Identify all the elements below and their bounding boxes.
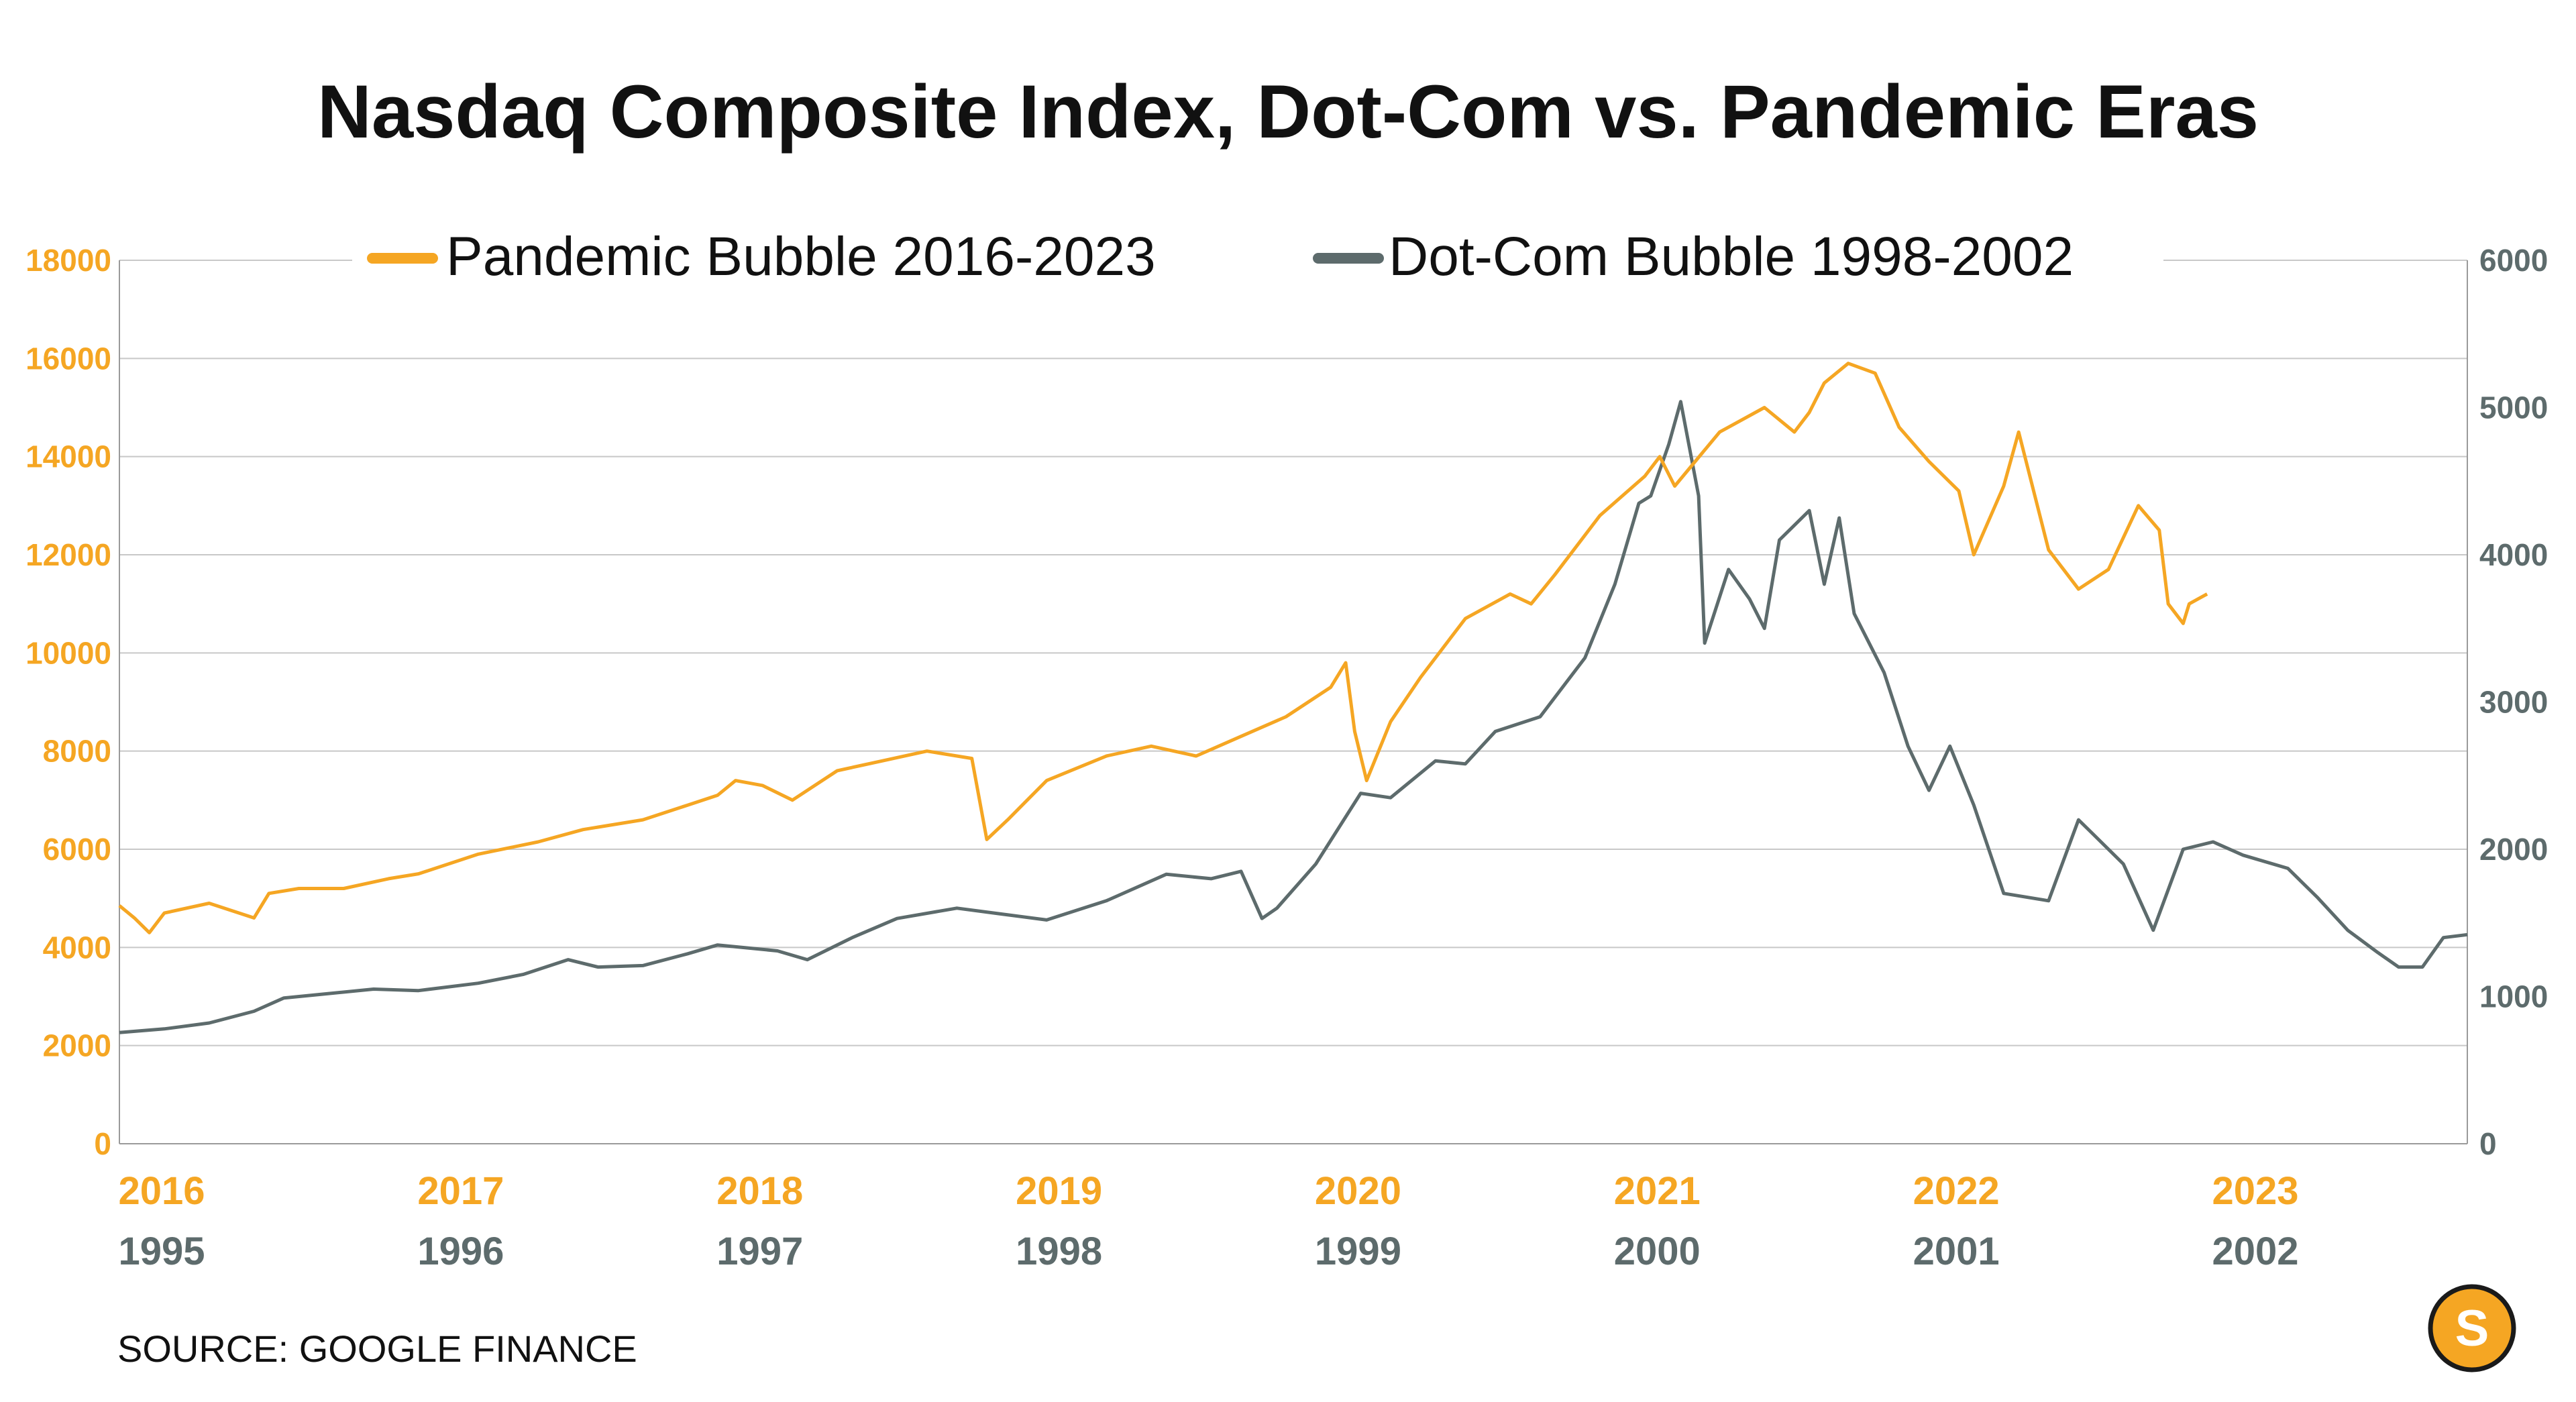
y-left-tick-label: 0: [94, 1126, 111, 1161]
logo-letter: S: [2455, 1300, 2489, 1357]
y-left-tick-label: 12000: [25, 537, 111, 572]
y-right-tick-label: 4000: [2479, 537, 2548, 572]
legend-background: [352, 228, 2163, 295]
grid-lines: [119, 260, 2468, 1144]
x-top-tick-label: 2018: [716, 1169, 803, 1213]
x-top-tick-label: 2021: [1614, 1169, 1701, 1213]
y-axis-right: 0 1000 2000 3000 4000 5000 6000: [2479, 243, 2548, 1161]
x-top-tick-label: 2016: [118, 1169, 205, 1213]
x-bottom-tick-label: 1998: [1016, 1230, 1102, 1273]
logo-circle: [2428, 1284, 2516, 1372]
y-left-tick-label: 18000: [25, 243, 111, 278]
legend-label-pandemic: Pandemic Bubble 2016-2023: [446, 226, 1156, 287]
x-top-tick-label: 2020: [1315, 1169, 1401, 1213]
chart-title: Nasdaq Composite Index, Dot-Com vs. Pand…: [317, 70, 2259, 154]
x-top-tick-label: 2023: [2212, 1169, 2299, 1213]
y-axis-left: 0 2000 4000 6000 8000 10000 12000 14000 16000 180…: [25, 243, 111, 1161]
x-bottom-tick-label: 1995: [118, 1230, 205, 1273]
logo: S: [2428, 1284, 2516, 1372]
y-left-tick-label: 8000: [43, 734, 111, 769]
y-left-tick-label: 2000: [43, 1028, 111, 1063]
x-top-tick-label: 2019: [1016, 1169, 1102, 1213]
x-bottom-tick-label: 2002: [2212, 1230, 2299, 1273]
series-line-dotcom: [119, 400, 2468, 1034]
y-left-tick-label: 6000: [43, 832, 111, 867]
y-left-tick-label: 10000: [25, 635, 111, 670]
y-right-tick-label: 3000: [2479, 685, 2548, 720]
y-right-tick-label: 5000: [2479, 390, 2548, 425]
y-right-tick-label: 1000: [2479, 979, 2548, 1014]
y-right-tick-label: 2000: [2479, 832, 2548, 867]
source-note: SOURCE: GOOGLE FINANCE: [117, 1328, 637, 1370]
x-top-tick-label: 2017: [417, 1169, 504, 1213]
x-axis: 2016 2017 2018 2019 2020 2021 2022 2023 1995 1996…: [118, 1169, 2298, 1273]
legend-label-dotcom: Dot-Com Bubble 1998-2002: [1389, 226, 2074, 287]
y-left-tick-label: 16000: [25, 341, 111, 376]
y-left-tick-label: 4000: [43, 930, 111, 965]
x-bottom-tick-label: 1996: [417, 1230, 504, 1273]
x-top-tick-label: 2022: [1913, 1169, 2000, 1213]
y-right-tick-label: 6000: [2479, 243, 2548, 278]
y-right-tick-label: 0: [2479, 1126, 2497, 1161]
series-line-pandemic: [118, 362, 2208, 934]
y-left-tick-label: 14000: [25, 439, 111, 474]
x-bottom-tick-label: 1999: [1315, 1230, 1401, 1273]
x-bottom-tick-label: 1997: [716, 1230, 803, 1273]
legend: Pandemic Bubble 2016-2023 Dot-Com Bubble…: [352, 226, 2163, 295]
x-bottom-tick-label: 2000: [1614, 1230, 1701, 1273]
x-bottom-tick-label: 2001: [1913, 1230, 2000, 1273]
